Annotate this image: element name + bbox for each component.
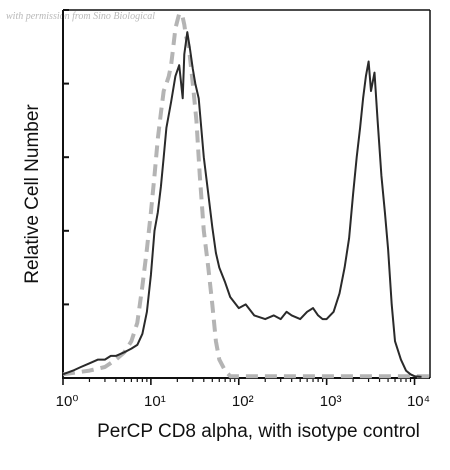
- x-tick-label: 10¹: [144, 393, 166, 410]
- x-tick-label: 10²: [232, 393, 254, 410]
- isotype-control-series-line: [62, 11, 430, 379]
- watermark-text: with permission from Sino Biological: [6, 11, 155, 22]
- stained-sample-series-line: [62, 31, 422, 378]
- x-axis-title: PerCP CD8 alpha, with isotype control: [97, 421, 420, 442]
- x-tick-marks: [62, 378, 416, 385]
- y-axis-title: Relative Cell Number: [22, 104, 43, 284]
- plot-frame: [62, 9, 431, 379]
- x-tick-label: 10⁰: [56, 393, 79, 410]
- y-tick-marks: [63, 9, 69, 379]
- x-tick-labels: 10⁰ 10¹ 10² 10³ 10⁴: [56, 393, 430, 410]
- series-layer: [62, 11, 430, 379]
- x-tick-label: 10³: [320, 393, 342, 410]
- x-tick-label: 10⁴: [407, 393, 430, 410]
